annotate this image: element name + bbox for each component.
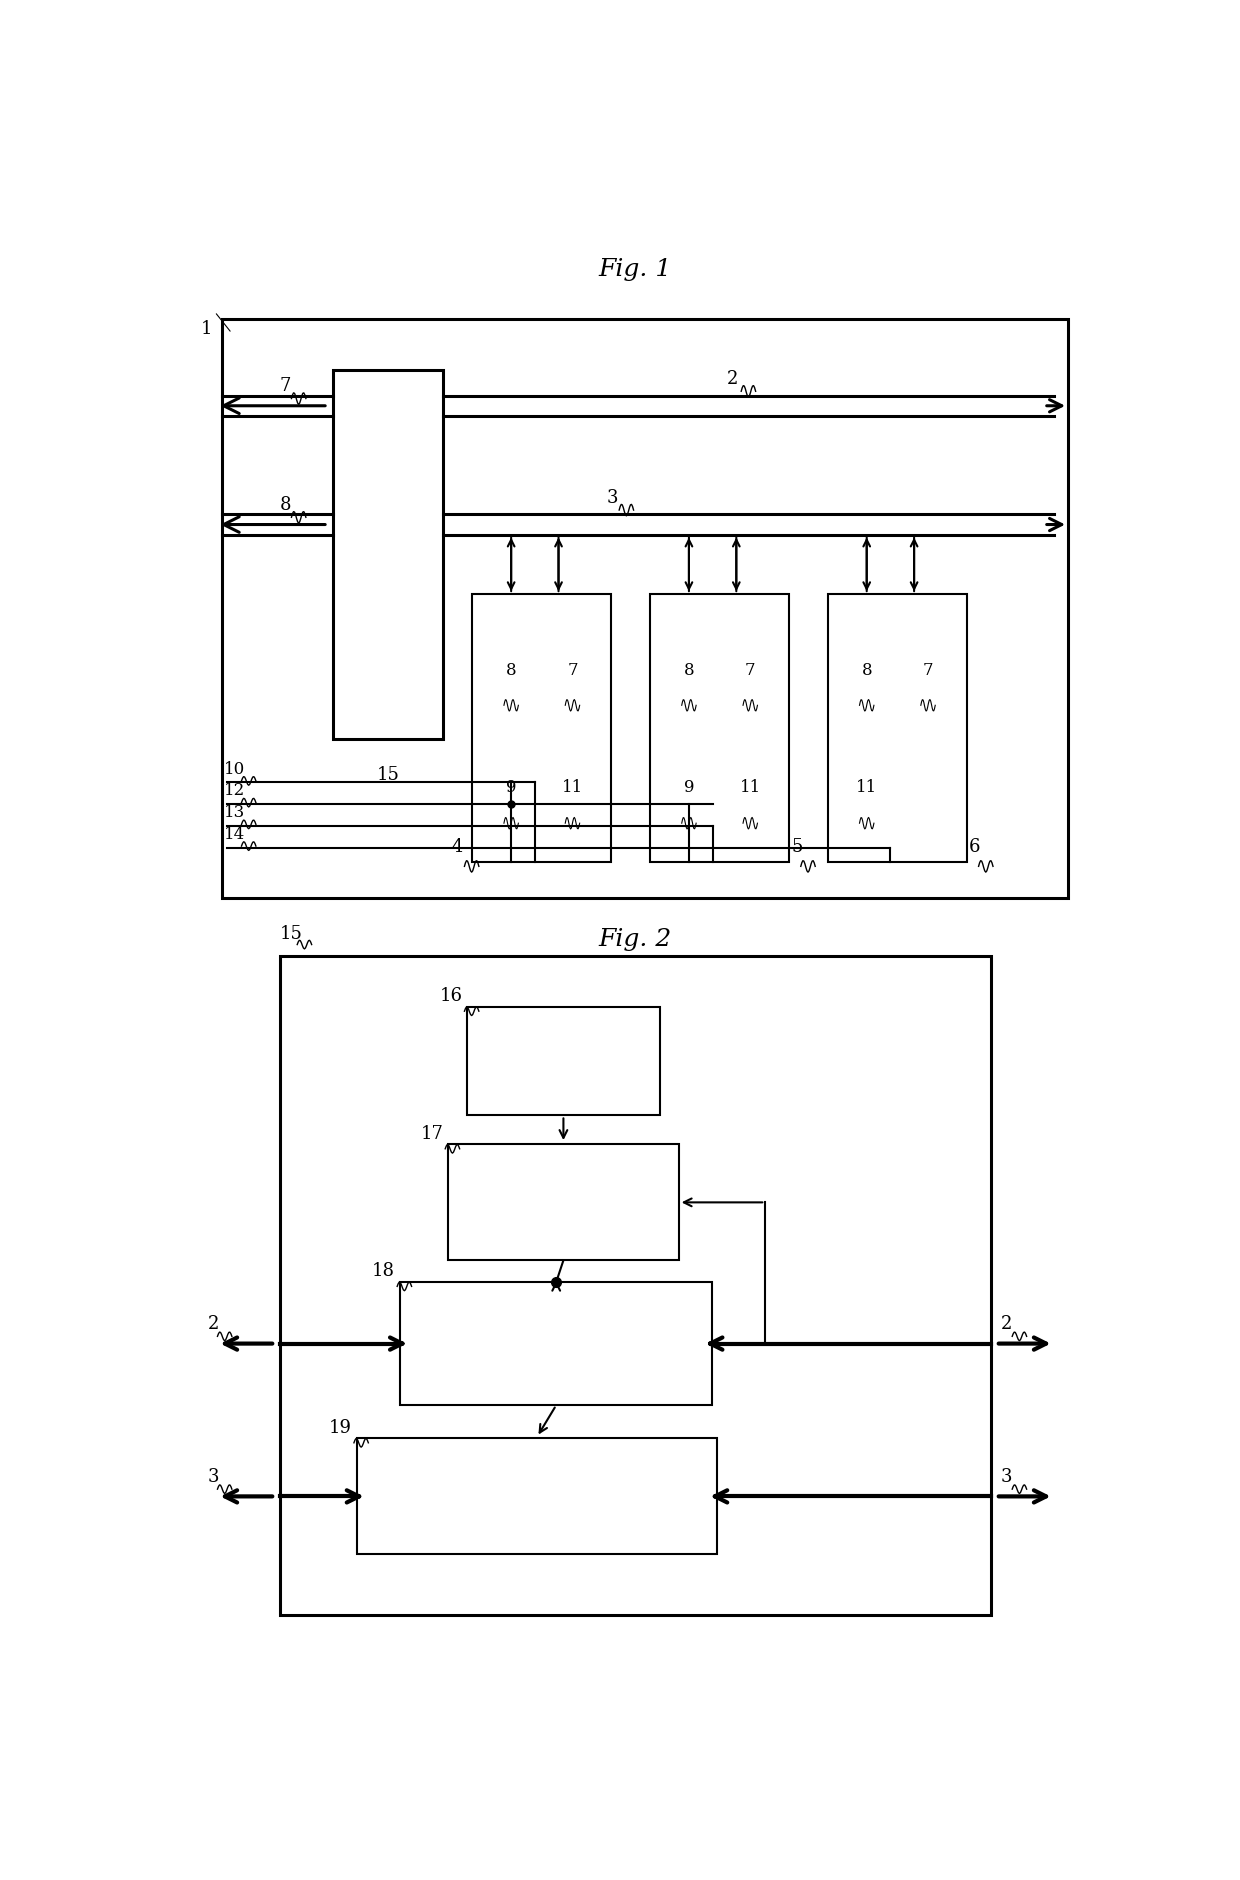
Text: 14: 14 — [224, 825, 246, 842]
Bar — [401, 1282, 713, 1406]
Text: 13: 13 — [224, 803, 246, 820]
Text: 2: 2 — [208, 1314, 219, 1333]
Text: 7: 7 — [567, 662, 578, 679]
Text: 12: 12 — [224, 782, 246, 799]
Bar — [828, 594, 967, 863]
Text: 8: 8 — [280, 496, 291, 513]
Text: 7: 7 — [280, 378, 291, 395]
Text: 11: 11 — [856, 778, 878, 795]
Text: 17: 17 — [420, 1124, 444, 1141]
Bar — [650, 594, 789, 863]
Text: 2: 2 — [727, 370, 738, 387]
Bar — [280, 957, 991, 1615]
Text: 7: 7 — [745, 662, 755, 679]
Text: 16: 16 — [439, 987, 463, 1004]
Text: 15: 15 — [280, 925, 303, 942]
Text: 11: 11 — [562, 778, 583, 795]
Bar — [357, 1438, 717, 1555]
Bar — [448, 1145, 678, 1261]
Text: 3: 3 — [1001, 1466, 1012, 1485]
Text: 1: 1 — [201, 320, 213, 338]
Text: 3: 3 — [208, 1466, 219, 1485]
Text: 18: 18 — [372, 1261, 396, 1280]
Text: 9: 9 — [683, 778, 694, 795]
Bar — [222, 320, 1068, 899]
Text: 2: 2 — [1001, 1314, 1012, 1333]
Text: 11: 11 — [739, 778, 761, 795]
Text: 4: 4 — [451, 837, 463, 855]
Text: 8: 8 — [683, 662, 694, 679]
Text: 5: 5 — [791, 837, 802, 855]
Text: 8: 8 — [862, 662, 872, 679]
Text: 10: 10 — [224, 760, 246, 776]
Text: Fig. 2: Fig. 2 — [599, 927, 672, 951]
Bar — [332, 370, 444, 739]
Text: 3: 3 — [606, 489, 619, 506]
Text: 15: 15 — [377, 765, 399, 784]
Text: 9: 9 — [506, 778, 516, 795]
Text: 19: 19 — [329, 1418, 352, 1436]
Text: 8: 8 — [506, 662, 516, 679]
Text: 7: 7 — [923, 662, 934, 679]
Bar — [472, 594, 611, 863]
Text: 6: 6 — [968, 837, 981, 855]
Text: Fig. 1: Fig. 1 — [599, 258, 672, 280]
Bar — [467, 1008, 660, 1117]
